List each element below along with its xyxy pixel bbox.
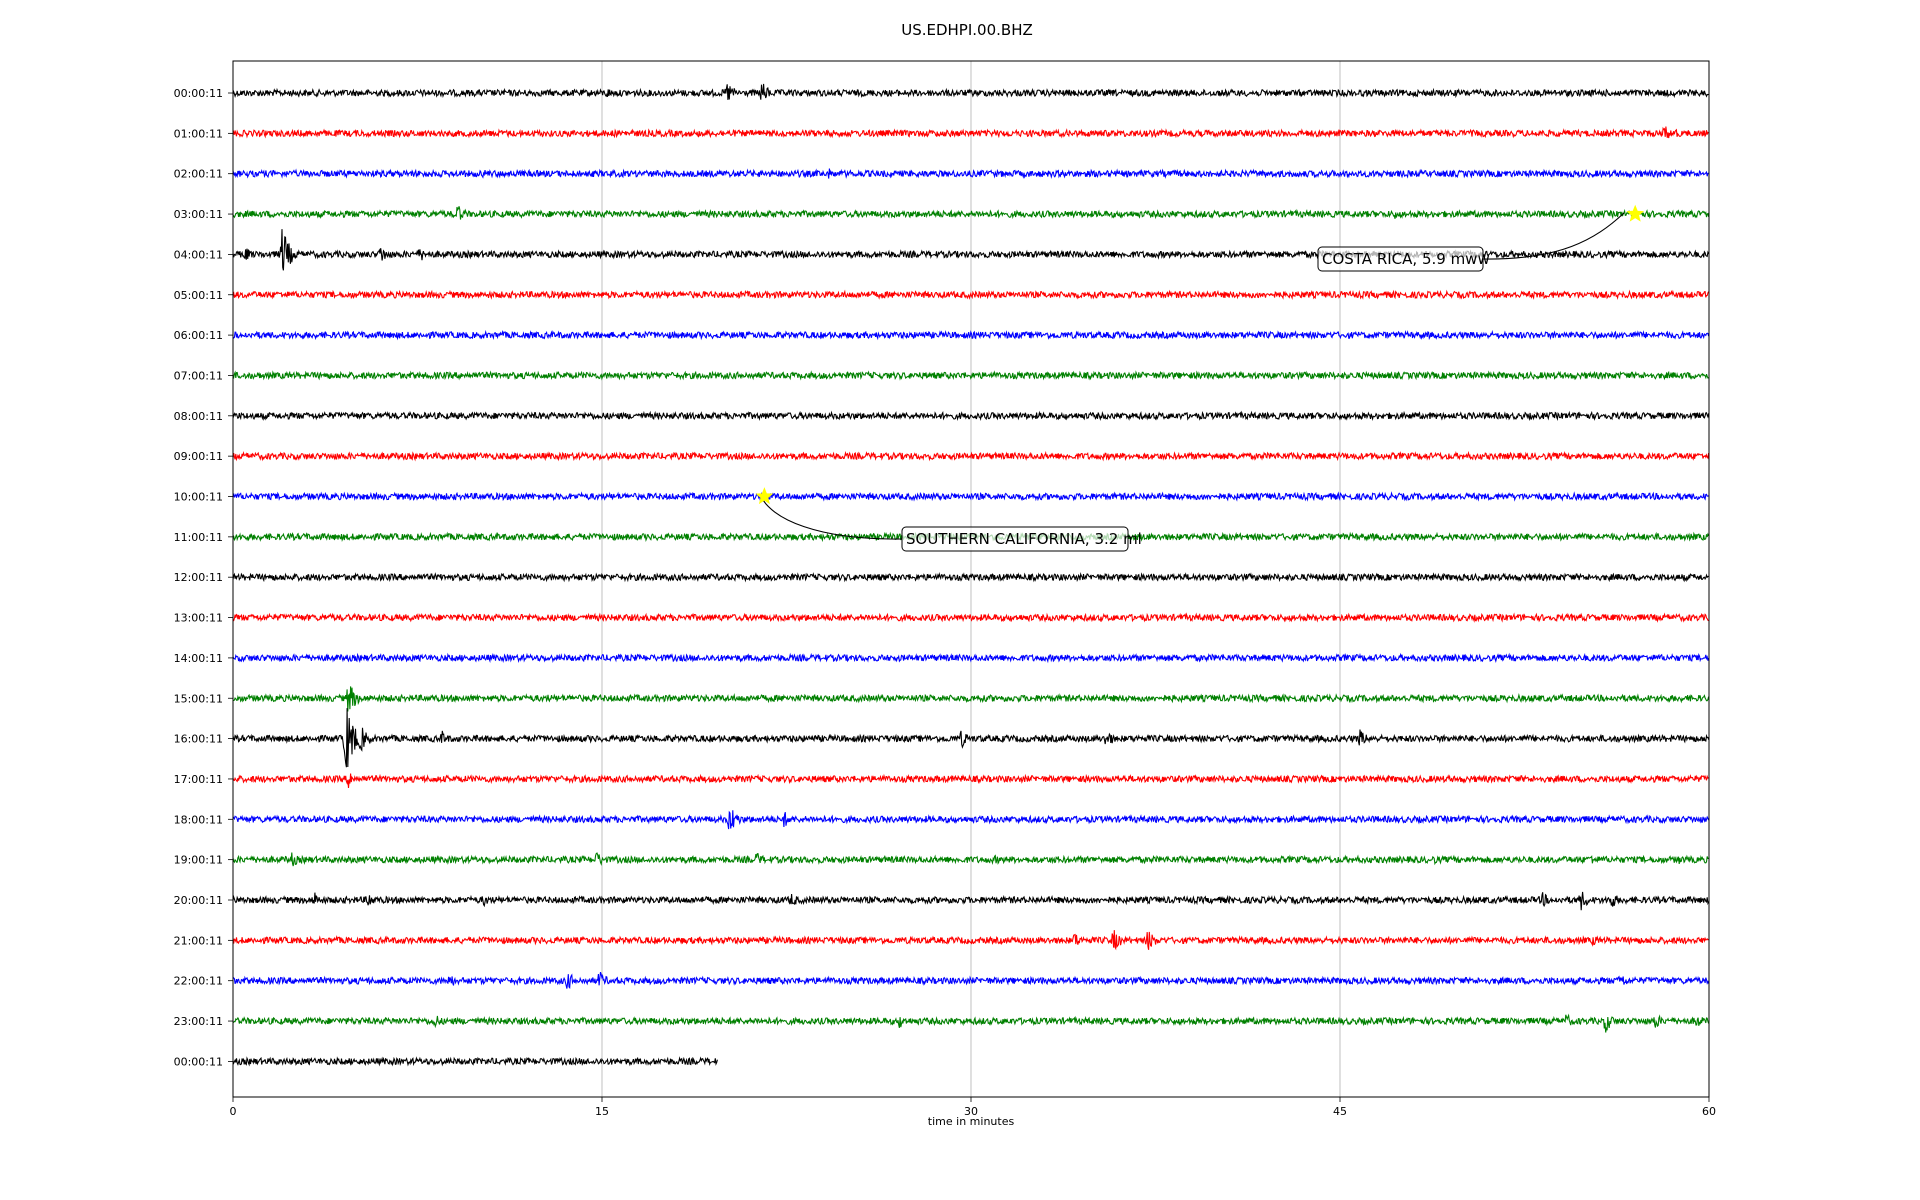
y-tick-label: 12:00:11 bbox=[174, 571, 223, 584]
annotation-box bbox=[901, 526, 1129, 552]
y-tick-label: 14:00:11 bbox=[174, 652, 223, 665]
y-tick-label: 05:00:11 bbox=[174, 289, 223, 302]
y-tick-label: 03:00:11 bbox=[174, 208, 223, 221]
y-tick-label: 21:00:11 bbox=[174, 934, 223, 947]
trace-18 bbox=[232, 810, 1710, 830]
annotation-box bbox=[1317, 246, 1484, 272]
y-tick-label: 01:00:11 bbox=[174, 127, 223, 140]
trace-21 bbox=[232, 930, 1709, 951]
trace-20 bbox=[232, 891, 1710, 911]
trace-5 bbox=[232, 289, 1710, 300]
y-tick-label: 02:00:11 bbox=[174, 168, 223, 181]
trace-3 bbox=[232, 206, 1710, 220]
y-tick-label: 20:00:11 bbox=[174, 894, 223, 907]
trace-17 bbox=[232, 773, 1709, 788]
trace-6 bbox=[232, 329, 1710, 341]
trace-22 bbox=[232, 971, 1710, 990]
trace-24 bbox=[232, 1056, 718, 1067]
y-tick-label: 08:00:11 bbox=[174, 410, 223, 423]
x-tick-label: 15 bbox=[595, 1105, 609, 1118]
plot-frame bbox=[232, 60, 1710, 1098]
y-tick-label: 22:00:11 bbox=[174, 975, 223, 988]
y-tick-labels: 00:00:11 01:00:11 02:00:11 03:00:11 04:00:11… bbox=[174, 87, 233, 1068]
y-tick-label: 15:00:11 bbox=[174, 692, 223, 705]
trace-16 bbox=[232, 708, 1710, 768]
y-tick-label: 07:00:11 bbox=[174, 369, 223, 382]
trace-7 bbox=[232, 370, 1709, 381]
event-annotation: SOUTHERN CALIFORNIA, 3.2 ml bbox=[755, 487, 1142, 552]
event-star-icon bbox=[1626, 204, 1645, 222]
event-annotations: COSTA RICA, 5.9 mww SOUTHERN CALIFORNIA, … bbox=[755, 204, 1645, 552]
y-tick-label: 00:00:11 bbox=[174, 1055, 223, 1068]
trace-14 bbox=[232, 652, 1710, 664]
x-ticks: 0 15 30 45 60 bbox=[230, 1097, 1716, 1118]
x-tick-label: 30 bbox=[964, 1105, 978, 1118]
y-tick-label: 16:00:11 bbox=[174, 733, 223, 746]
y-tick-label: 19:00:11 bbox=[174, 854, 223, 867]
annotation-connector bbox=[759, 493, 903, 540]
y-tick-label: 09:00:11 bbox=[174, 450, 223, 463]
trace-0 bbox=[232, 83, 1709, 100]
y-tick-label: 00:00:11 bbox=[174, 87, 223, 100]
trace-1 bbox=[232, 126, 1709, 139]
trace-15 bbox=[232, 686, 1710, 712]
event-star-icon bbox=[755, 487, 774, 505]
y-tick-label: 17:00:11 bbox=[174, 773, 223, 786]
trace-2 bbox=[232, 168, 1709, 179]
x-tick-label: 60 bbox=[1702, 1105, 1716, 1118]
annotation-connector bbox=[1482, 212, 1625, 260]
trace-10 bbox=[232, 491, 1709, 502]
trace-23 bbox=[232, 1013, 1710, 1033]
y-tick-label: 10:00:11 bbox=[174, 491, 223, 504]
annotation-label: SOUTHERN CALIFORNIA, 3.2 ml bbox=[906, 530, 1142, 548]
y-tick-label: 06:00:11 bbox=[174, 329, 223, 342]
trace-13 bbox=[232, 612, 1709, 623]
y-tick-label: 23:00:11 bbox=[174, 1015, 223, 1028]
chart-title: US.EDHPI.00.BHZ bbox=[901, 21, 1033, 39]
annotation-label: COSTA RICA, 5.9 mww bbox=[1322, 250, 1490, 268]
trace-19 bbox=[232, 852, 1709, 867]
x-axis-label: time in minutes bbox=[928, 1115, 1015, 1128]
x-tick-label: 45 bbox=[1333, 1105, 1347, 1118]
y-tick-label: 04:00:11 bbox=[174, 248, 223, 261]
y-tick-label: 13:00:11 bbox=[174, 612, 223, 625]
x-tick-label: 0 bbox=[230, 1105, 237, 1118]
trace-9 bbox=[232, 450, 1710, 462]
event-annotation: COSTA RICA, 5.9 mww bbox=[1317, 204, 1645, 272]
y-tick-label: 11:00:11 bbox=[174, 531, 223, 544]
trace-12 bbox=[232, 571, 1709, 583]
trace-8 bbox=[232, 410, 1710, 422]
y-tick-label: 18:00:11 bbox=[174, 813, 223, 826]
